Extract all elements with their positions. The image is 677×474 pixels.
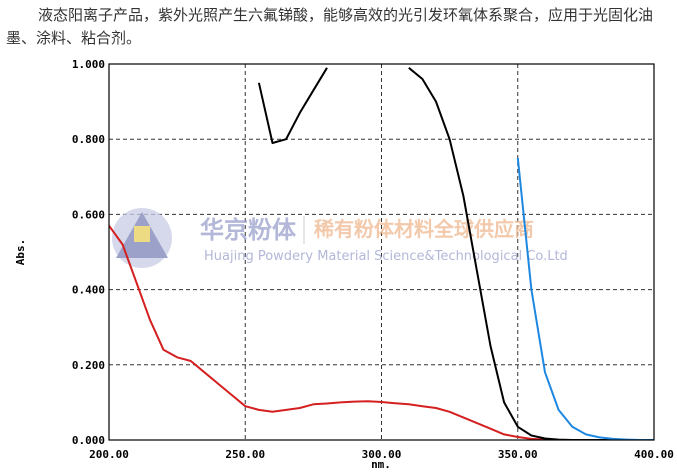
x-tick-label: 250.00 <box>225 448 265 461</box>
series-line <box>109 225 559 440</box>
y-tick-label: 0.400 <box>72 284 105 297</box>
x-tick-label: 200.00 <box>89 448 129 461</box>
watermark: 华京粉体 稀有粉体材料全球供应商 Huajing Powdery Materia… <box>112 208 568 268</box>
x-axis-label: nm. <box>371 458 391 471</box>
intro-text: 液态阳离子产品，紫外光照产生六氟锑酸，能够高效的光引发环氧体系聚合，应用于光固化… <box>6 6 654 47</box>
watermark-company: Huajing Powdery Material Science&Technol… <box>204 249 568 264</box>
y-tick-label: 0.600 <box>72 208 105 221</box>
plot-lines <box>109 67 654 440</box>
y-axis-label: Abs. <box>14 239 27 266</box>
x-tick-label: 300.00 <box>362 448 402 461</box>
watermark-brand: 华京粉体 <box>200 216 297 244</box>
y-tick-label: 0.200 <box>72 359 105 372</box>
y-tick-label: 0.800 <box>72 133 105 146</box>
x-tick-label: 350.00 <box>498 448 538 461</box>
y-tick-label: 0.000 <box>72 434 105 447</box>
x-tick-label: 400.00 <box>634 448 674 461</box>
series-line <box>257 67 654 440</box>
plot-frame <box>108 63 655 441</box>
y-tick-label: 1.000 <box>72 58 105 71</box>
series-line <box>516 157 654 440</box>
watermark-logo-mark <box>134 226 150 242</box>
watermark-slogan: 稀有粉体材料全球供应商 <box>314 217 534 241</box>
